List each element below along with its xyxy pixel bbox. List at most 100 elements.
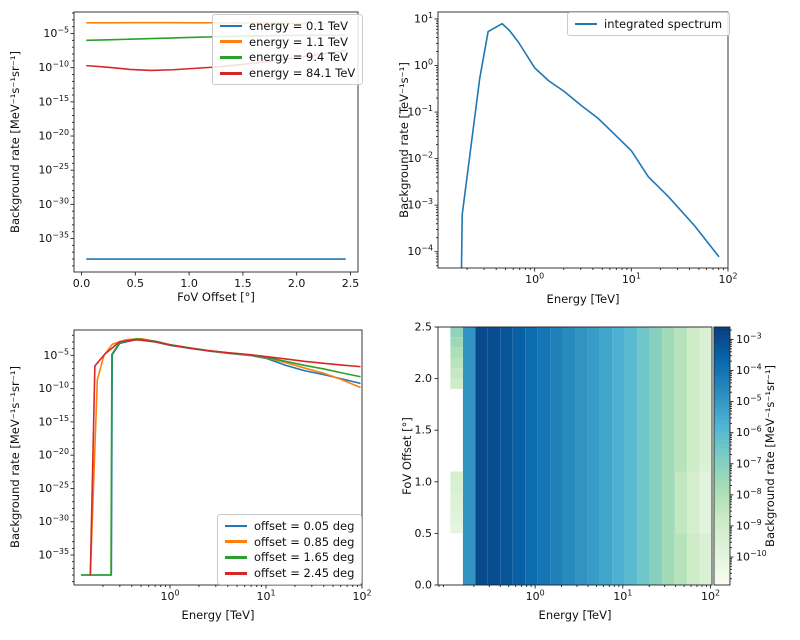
axis-label-x-bottom-left: Energy [TeV] <box>181 608 255 622</box>
heatmap-column <box>612 327 625 585</box>
colorbar-gradient <box>714 508 730 514</box>
colorbar-gradient <box>714 359 730 364</box>
legend-item-label: offset = 0.85 deg <box>254 534 355 549</box>
heatmap-cell <box>674 471 688 534</box>
legend-line-swatch <box>220 71 242 75</box>
tick-label: 10−35 <box>38 231 69 246</box>
colorbar-label: Background rate [MeV⁻¹s⁻¹sr⁻¹] <box>763 365 777 547</box>
legend-line-swatch <box>575 22 597 26</box>
legend-item: energy = 9.4 TeV <box>220 50 355 66</box>
heatmap-column <box>624 327 638 585</box>
axis-label-y-bottom-left: Background rate [MeV⁻¹s⁻¹sr⁻¹] <box>8 366 22 548</box>
heatmap-cell <box>450 327 463 338</box>
heatmap-column <box>599 327 613 585</box>
tick-label: 10−7 <box>736 456 762 471</box>
heatmap-column <box>487 327 501 585</box>
tick-label: 100 <box>526 589 545 604</box>
tick-label: 10−2 <box>407 151 433 166</box>
tick-label: 10−3 <box>407 197 433 212</box>
tick-label: 10−4 <box>407 244 433 259</box>
colorbar-gradient <box>714 363 730 368</box>
colorbar-gradient <box>714 355 730 360</box>
heatmap-column <box>462 327 476 585</box>
tick-label: 10−5 <box>43 347 69 362</box>
colorbar-gradient <box>714 423 730 429</box>
colorbar-gradient <box>714 456 730 461</box>
colorbar-gradient <box>714 464 730 469</box>
ticks <box>70 334 363 589</box>
colorbar-outline <box>713 326 731 586</box>
colorbar-gradient <box>714 548 730 554</box>
colorbar-gradient <box>714 347 730 352</box>
tick-label: 10−8 <box>736 487 762 502</box>
tick-label: 10−10 <box>38 60 69 75</box>
axis-label-y-bottom-right: FoV Offset [°] <box>400 417 414 495</box>
heatmap-cell <box>450 523 463 534</box>
tick-label: 2.5 <box>342 277 360 290</box>
heatmap-cell <box>450 502 463 513</box>
heatmap-column <box>575 327 588 585</box>
series-group <box>460 22 720 268</box>
heatmap-cell <box>450 492 463 503</box>
panel-background-map: 100 101 1020.00.51.01.52.02.510−310−410−51… <box>415 321 767 604</box>
heatmap-cell <box>450 471 463 482</box>
legend-item-label: energy = 1.1 TeV <box>249 34 348 49</box>
tick-label: 101 <box>256 589 275 604</box>
colorbar-gradient <box>714 572 730 578</box>
colorbar-gradient <box>714 403 730 409</box>
heatmap <box>438 327 712 585</box>
panel-background-vs-energy: 100 101 102 10−5 10−10 10−15 10−20 10−25 10−30 10… <box>38 329 372 604</box>
tick-label: 2.0 <box>415 372 433 385</box>
colorbar-gradient <box>714 379 730 385</box>
tick-label: 0.0 <box>415 579 433 592</box>
legend-item-label: offset = 0.05 deg <box>254 518 355 533</box>
heatmap-cell <box>687 471 700 534</box>
legend-item: offset = 2.45 deg <box>225 565 354 581</box>
colorbar-gradient <box>714 395 730 401</box>
tick-label: 102 <box>718 272 737 287</box>
legend-line-swatch <box>225 571 247 575</box>
legend-bottom-left: offset = 0.05 deg offset = 0.85 deg offs… <box>217 514 363 586</box>
colorbar-gradient <box>714 536 730 542</box>
legend-line-swatch <box>225 556 247 559</box>
heatmap-column <box>649 327 663 585</box>
series-group <box>80 337 361 576</box>
colorbar-gradient <box>714 564 730 570</box>
tick-label: 10−1 <box>407 104 433 119</box>
colorbar-gradient <box>714 367 730 372</box>
series-line <box>89 339 361 576</box>
legend-top-right: integrated spectrum <box>567 12 731 36</box>
colorbar-gradient <box>714 415 730 421</box>
tick-label: 10−3 <box>736 331 762 346</box>
tick-label: 102 <box>701 589 720 604</box>
colorbar-gradient <box>714 451 730 457</box>
tick-label: 2.0 <box>288 277 306 290</box>
tick-label: 2.5 <box>415 321 433 334</box>
colorbar-gradient <box>714 447 730 453</box>
legend-item: energy = 84.1 TeV <box>220 65 355 81</box>
series-line <box>460 22 720 268</box>
colorbar-gradient <box>714 532 730 538</box>
colorbar-gradient <box>714 520 730 526</box>
tick-label: 102 <box>352 589 371 604</box>
tick-label: 10−15 <box>38 414 69 429</box>
colorbar-gradient <box>714 351 730 356</box>
heatmap-column <box>699 327 712 585</box>
heatmap-column <box>687 327 700 585</box>
ticks <box>70 12 351 276</box>
colorbar-gradient <box>714 468 730 473</box>
tick-label: 1.0 <box>180 277 198 290</box>
axis-label-x-top-right: Energy [TeV] <box>546 292 620 306</box>
heatmap-column <box>475 327 488 585</box>
tick-label: 10−10 <box>38 381 69 396</box>
heatmap-column <box>512 327 526 585</box>
heatmap-cell <box>450 512 463 524</box>
colorbar-gradient <box>714 512 730 518</box>
axis-label-x-top-left: FoV Offset [°] <box>177 290 255 304</box>
legend-line-swatch <box>220 56 242 59</box>
axis-label-y-top-left: Background rate [MeV⁻¹s⁻¹sr⁻¹] <box>8 51 22 233</box>
colorbar-gradient <box>714 399 730 405</box>
tick-label: 10−25 <box>38 162 69 177</box>
heatmap-column <box>550 327 563 585</box>
